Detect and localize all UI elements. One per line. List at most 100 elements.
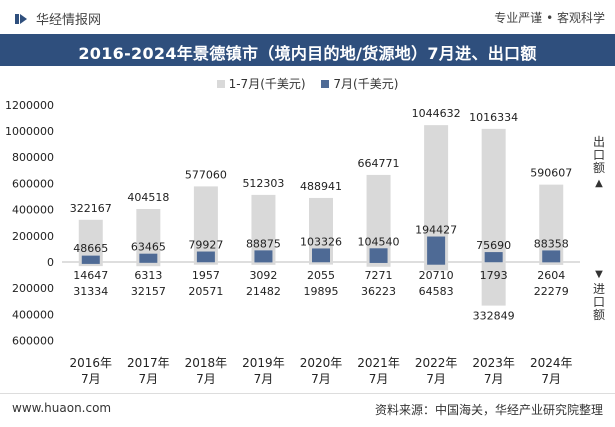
y-tick-label: 400000 <box>12 308 54 321</box>
legend-label-monthly: 7月(千美元) <box>333 77 399 91</box>
data-label-monthly-import: 2604 <box>537 269 565 282</box>
brand-name: 华经情报网 <box>36 13 102 28</box>
import-side-label: ▼ 进口额 <box>591 268 607 322</box>
data-label-monthly-import: 3092 <box>249 269 277 282</box>
data-label-monthly-export: 75690 <box>476 239 511 252</box>
footer-website: www.huaon.com <box>12 401 112 415</box>
y-tick-label: 1000000 <box>5 125 54 138</box>
chart-title: 2016-2024年景德镇市（境内目的地/货源地）7月进、出口额 <box>78 44 537 63</box>
data-label-monthly-export: 79927 <box>188 239 223 252</box>
data-label-cumulative-import: 32157 <box>131 285 166 298</box>
data-label-monthly-import: 20710 <box>419 269 454 282</box>
bar-cumulative-export <box>136 209 161 262</box>
y-tick-label: 400000 <box>12 204 54 217</box>
brand-logo-icon <box>15 13 27 24</box>
legend-label-cumulative: 1-7月(千美元) <box>228 77 306 91</box>
bar-cumulative-import <box>539 262 564 265</box>
bar-monthly-export <box>196 251 215 262</box>
y-tick-label: 0 <box>47 256 54 269</box>
bar-cumulative-import <box>424 262 449 271</box>
up-arrow-icon: ▲ <box>595 178 603 189</box>
data-label-cumulative-export: 1016334 <box>469 111 518 124</box>
data-label-cumulative-export: 488941 <box>300 180 342 193</box>
data-label-monthly-import: 14647 <box>73 269 108 282</box>
data-label-monthly-export: 88358 <box>534 237 569 250</box>
bar-cumulative-export <box>481 128 506 262</box>
bar-monthly-export <box>542 250 561 262</box>
data-label-monthly-export: 194427 <box>415 224 457 237</box>
bar-cumulative-import <box>78 262 103 267</box>
y-tick-label: 600000 <box>12 335 54 348</box>
data-label-monthly-export: 103326 <box>300 235 342 248</box>
data-label-monthly-export: 88875 <box>246 237 281 250</box>
footer-divider <box>0 393 615 394</box>
x-tick-label-year: 2018年 <box>185 356 228 370</box>
x-tick-label-month: 7月 <box>426 372 446 386</box>
data-label-cumulative-import: 31334 <box>73 285 108 298</box>
x-tick-label-year: 2020年 <box>300 356 343 370</box>
x-tick-label-year: 2024年 <box>530 356 573 370</box>
data-label-cumulative-export: 664771 <box>358 157 400 170</box>
bar-monthly-export <box>484 252 503 262</box>
bar-cumulative-export <box>366 174 391 262</box>
bar-cumulative-import <box>193 262 218 265</box>
y-tick-label: 800000 <box>12 151 54 164</box>
title-bar <box>0 34 615 66</box>
bar-monthly-export <box>312 248 330 262</box>
x-tick-label-month: 7月 <box>311 372 331 386</box>
legend-swatch-cumulative <box>216 79 225 88</box>
data-label-cumulative-export: 404518 <box>127 191 169 204</box>
bar-cumulative-import <box>251 262 276 265</box>
data-label-cumulative-import: 64583 <box>419 285 454 298</box>
x-tick-label-year: 2017年 <box>127 356 170 370</box>
bar-cumulative-import <box>366 262 391 267</box>
footer-source: 资料来源：中国海关，华经产业研究院整理 <box>374 403 603 417</box>
legend-item-cumulative: 1-7月(千美元) <box>216 75 306 92</box>
data-label-monthly-import: 1793 <box>480 269 508 282</box>
data-label-cumulative-import: 22279 <box>534 285 569 298</box>
data-label-monthly-import: 6313 <box>134 269 162 282</box>
data-label-monthly-import: 7271 <box>365 269 393 282</box>
bar-monthly-export <box>427 236 446 262</box>
bar-monthly-export <box>81 255 100 262</box>
top-bar: 华经情报网 专业严谨 • 客观科学 <box>0 0 615 34</box>
brand: 华经情报网 <box>14 9 101 28</box>
import-label-text: 进口额 <box>592 282 605 322</box>
data-label-monthly-export: 63465 <box>131 241 166 254</box>
data-label-cumulative-import: 21482 <box>246 285 281 298</box>
x-tick-label-year: 2023年 <box>472 356 515 370</box>
x-tick-label-year: 2019年 <box>242 356 285 370</box>
data-label-cumulative-import: 20571 <box>188 285 223 298</box>
data-label-cumulative-export: 322167 <box>70 202 112 215</box>
bar-cumulative-export <box>78 219 103 262</box>
y-tick-label: 200000 <box>12 230 54 243</box>
data-label-cumulative-import: 19895 <box>304 285 339 298</box>
export-label-text: 出口额 <box>592 135 605 175</box>
bar-monthly-import <box>139 262 158 263</box>
y-tick-label: 600000 <box>12 177 54 190</box>
y-tick-label: 1200000 <box>5 99 54 112</box>
data-label-cumulative-import: 332849 <box>473 310 515 323</box>
down-arrow-icon: ▼ <box>595 269 603 280</box>
x-tick-label-month: 7月 <box>196 372 216 386</box>
bar-cumulative-import <box>136 262 161 267</box>
x-tick-label-month: 7月 <box>369 372 389 386</box>
bar-monthly-import <box>81 262 100 264</box>
data-label-cumulative-import: 36223 <box>361 285 396 298</box>
legend: 1-7月(千美元) 7月(千美元) <box>0 75 615 92</box>
bar-monthly-import <box>427 262 446 265</box>
data-label-monthly-export: 104540 <box>358 235 400 248</box>
x-tick-label-year: 2016年 <box>70 356 113 370</box>
x-tick-label-month: 7月 <box>484 372 504 386</box>
legend-item-monthly: 7月(千美元) <box>321 75 398 92</box>
x-tick-label-year: 2022年 <box>415 356 458 370</box>
x-tick-label-year: 2021年 <box>357 356 400 370</box>
legend-swatch-monthly <box>321 79 330 88</box>
y-tick-label: 200000 <box>12 282 54 295</box>
data-label-cumulative-export: 577060 <box>185 168 227 181</box>
bar-cumulative-import <box>481 262 506 306</box>
x-tick-label-month: 7月 <box>254 372 274 386</box>
bar-monthly-export <box>139 253 158 262</box>
bar-cumulative-export <box>193 186 218 262</box>
